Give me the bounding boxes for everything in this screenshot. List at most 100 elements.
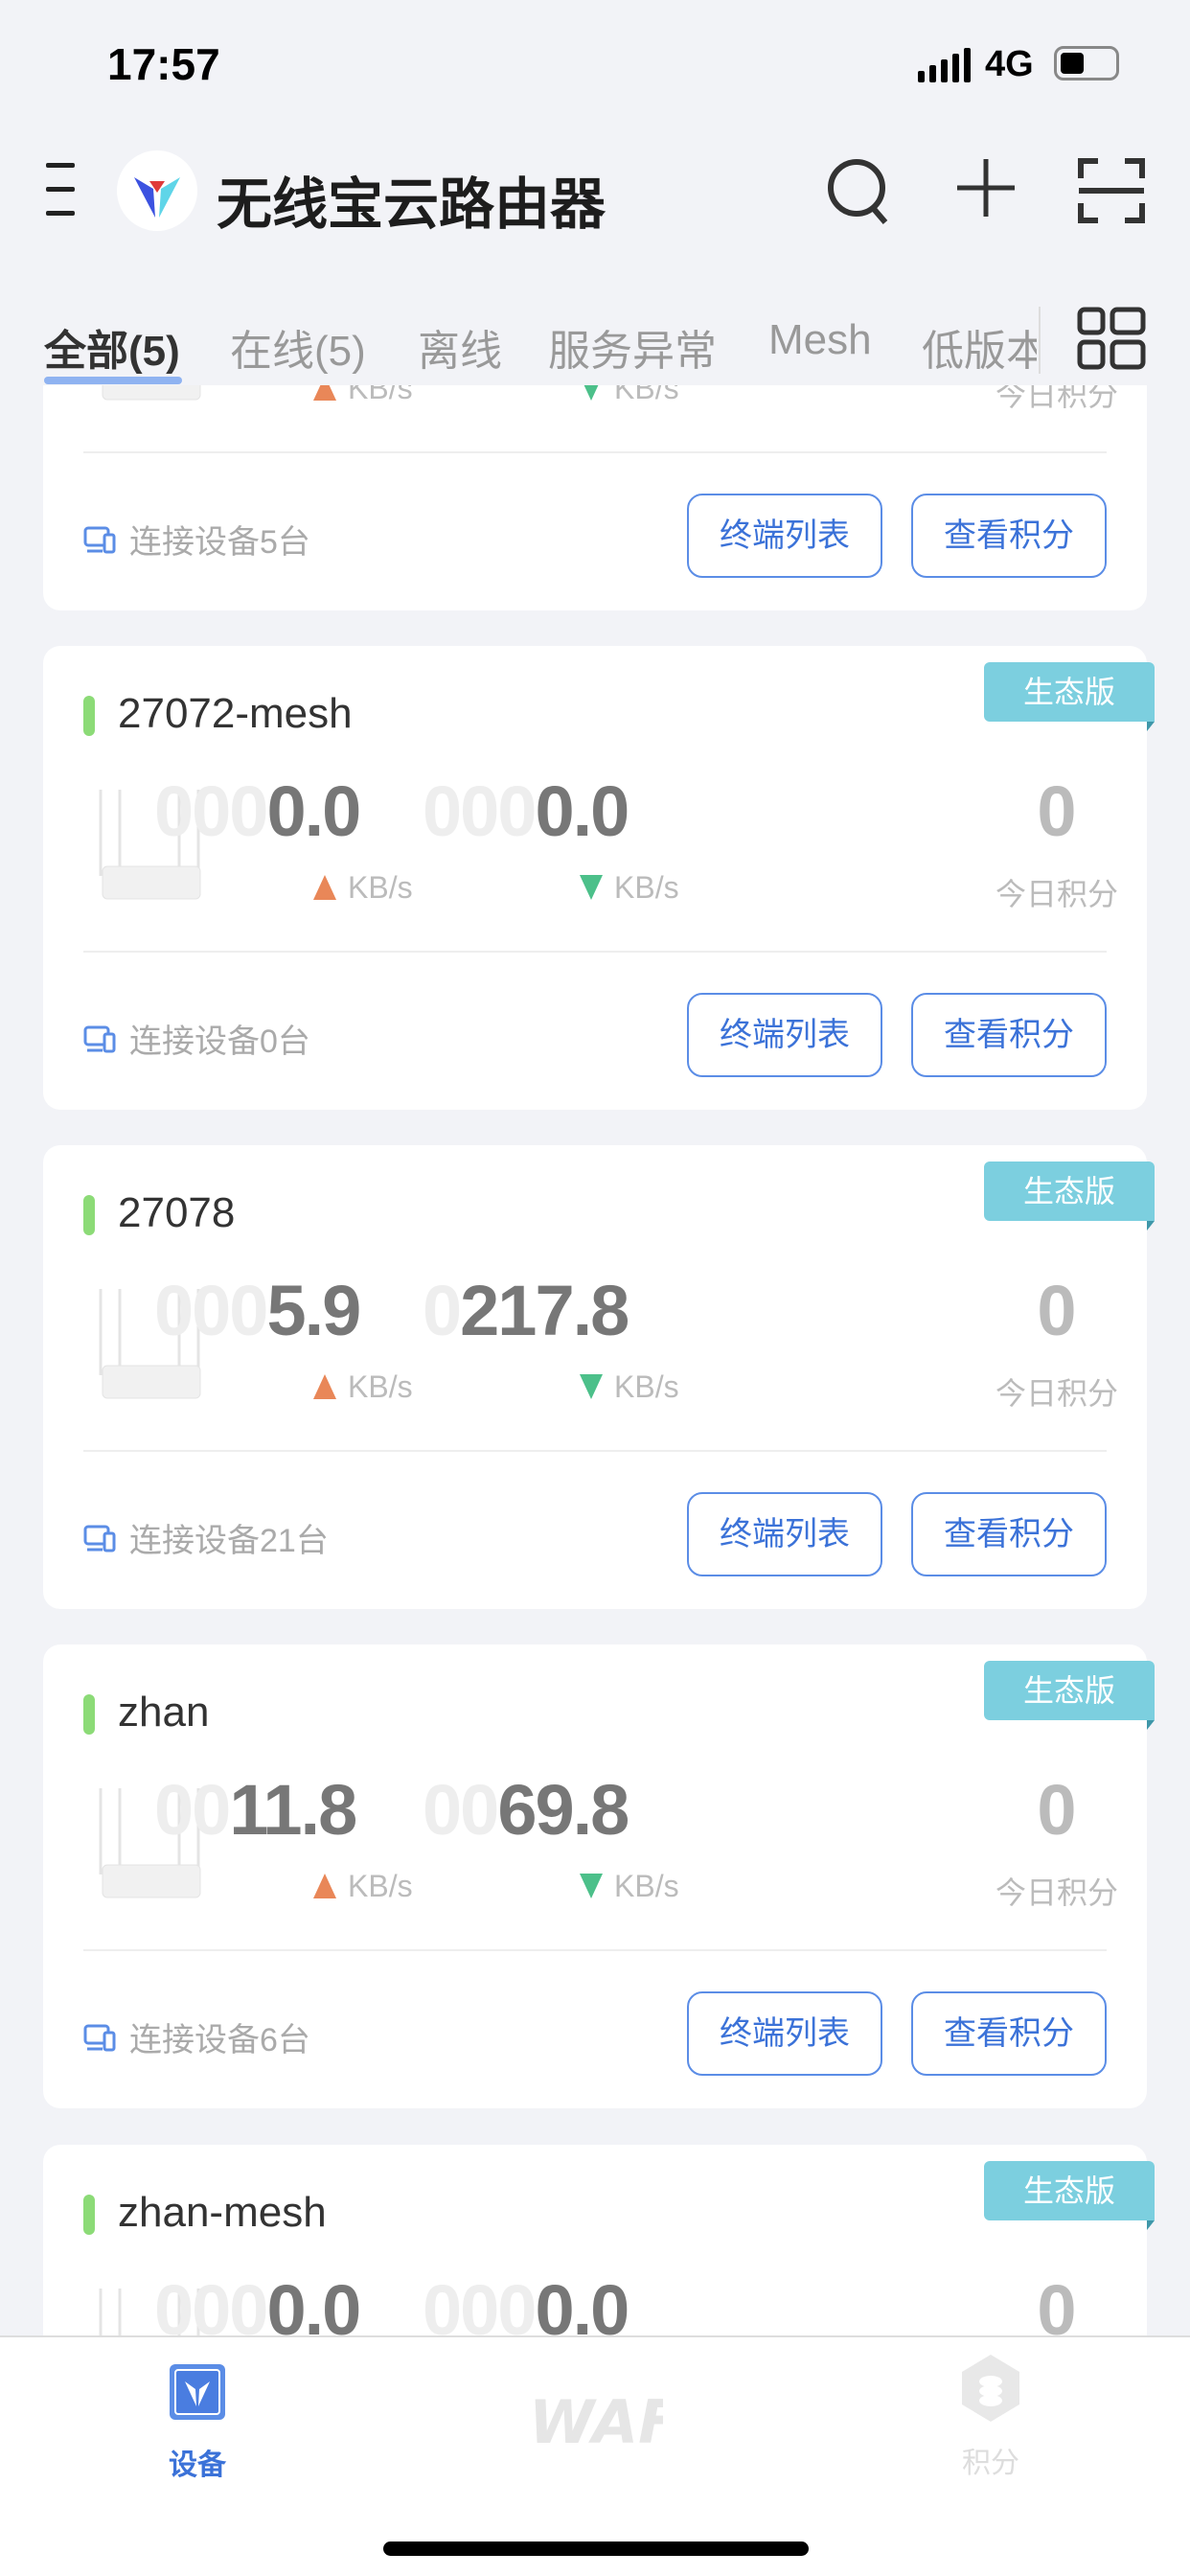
- download-arrow-icon: [580, 875, 603, 900]
- download-speed: 0217.8: [423, 1271, 629, 1350]
- upload-unit: KB/s: [313, 1369, 413, 1405]
- download-arrow-icon: [580, 385, 603, 401]
- router-image: [99, 1788, 201, 1898]
- connected-devices[interactable]: 连接设备6台: [83, 2013, 310, 2060]
- divider: [83, 951, 1107, 953]
- online-status-dot: [83, 696, 95, 736]
- ecosystem-badge: 生态版: [984, 1162, 1155, 1230]
- view-points-button[interactable]: 查看积分: [911, 494, 1107, 578]
- device-name: zhan: [118, 1689, 210, 1736]
- tab-service-error[interactable]: 服务异常: [548, 328, 717, 375]
- download-speed: 0000.0: [423, 2270, 629, 2335]
- download-speed: 0000.0: [423, 771, 629, 851]
- connected-devices[interactable]: 连接设备21台: [83, 1514, 329, 1561]
- waf-logo[interactable]: WAF: [529, 2385, 663, 2462]
- active-tab-indicator: [44, 377, 182, 384]
- terminal-list-button[interactable]: 终端列表: [687, 993, 882, 1077]
- device-name: 27072-mesh: [118, 690, 353, 737]
- upload-arrow-icon: [313, 385, 336, 401]
- tab-all[interactable]: 全部(5): [44, 328, 180, 375]
- svg-text:WAF: WAF: [529, 2387, 663, 2457]
- points-tab-icon: [962, 2355, 1019, 2422]
- download-unit: KB/s: [580, 1369, 679, 1405]
- device-name: zhan-mesh: [118, 2189, 327, 2236]
- upload-speed: 0000.0: [154, 2270, 361, 2335]
- download-unit: KB/s: [580, 385, 679, 406]
- today-points: 0: [1037, 1271, 1077, 1350]
- upload-arrow-icon: [313, 875, 336, 900]
- download-unit: KB/s: [580, 1869, 679, 1904]
- menu-icon[interactable]: [46, 163, 75, 235]
- device-card[interactable]: 生态版 zhan 0011.8 0069.8 0 KB/s KB/s 今日积分 …: [43, 1644, 1155, 2108]
- page-title: 无线宝云路由器: [217, 173, 606, 236]
- upload-unit: KB/s: [313, 870, 413, 906]
- search-icon[interactable]: [824, 153, 893, 230]
- router-image: [99, 2288, 200, 2335]
- upload-speed: 0005.9: [154, 1271, 361, 1350]
- today-points: 0: [1037, 771, 1077, 851]
- connected-devices[interactable]: 连接设备0台: [83, 1015, 310, 1062]
- device-name: 27078: [118, 1189, 236, 1236]
- devices-icon: [83, 1025, 116, 1052]
- tab-mesh[interactable]: Mesh: [768, 316, 872, 363]
- tab-online[interactable]: 在线(5): [230, 328, 366, 375]
- signal-icon: [918, 48, 971, 82]
- upload-arrow-icon: [313, 1874, 336, 1898]
- upload-unit: KB/s: [313, 1869, 413, 1904]
- network-type: 4G: [985, 44, 1034, 84]
- view-points-button[interactable]: 查看积分: [911, 1492, 1107, 1576]
- device-card[interactable]: 生态版 27078 0005.9 0217.8 0 KB/s KB/s 今日积分…: [43, 1145, 1155, 1609]
- upload-unit: KB/s: [313, 385, 413, 406]
- terminal-list-button[interactable]: 终端列表: [687, 1492, 882, 1576]
- router-image: [102, 385, 201, 401]
- upload-speed: 0011.8: [154, 1770, 357, 1850]
- devices-tab-icon: [170, 2364, 225, 2420]
- ecosystem-badge: 生态版: [984, 1661, 1155, 1730]
- device-card[interactable]: 生态版 KB/s KB/s 今日积分 连接设备5台 终端列表 查看积分: [43, 385, 1147, 610]
- today-points-label: 今日积分: [995, 1376, 1118, 1411]
- nav-devices[interactable]: 设备: [159, 2362, 236, 2483]
- today-points: 0: [1037, 2270, 1077, 2335]
- router-image: [99, 790, 201, 900]
- download-arrow-icon: [580, 1874, 603, 1898]
- divider: [83, 1949, 1107, 1951]
- view-points-button[interactable]: 查看积分: [911, 1991, 1107, 2076]
- online-status-dot: [83, 1694, 95, 1735]
- device-list[interactable]: 生态版 KB/s KB/s 今日积分 连接设备5台 终端列表 查看积分 生态版 …: [0, 385, 1190, 2335]
- divider: [83, 451, 1107, 453]
- status-time: 17:57: [107, 39, 220, 89]
- grid-view-icon[interactable]: [1077, 307, 1146, 370]
- devices-icon: [83, 1525, 116, 1552]
- today-points-label: 今日积分: [995, 1875, 1118, 1910]
- ecosystem-badge: 生态版: [984, 2161, 1155, 2230]
- view-points-button[interactable]: 查看积分: [911, 993, 1107, 1077]
- battery-icon: [1054, 46, 1119, 80]
- app-logo: [117, 150, 197, 231]
- devices-icon: [83, 2024, 116, 2051]
- terminal-list-button[interactable]: 终端列表: [687, 1991, 882, 2076]
- upload-arrow-icon: [313, 1374, 336, 1399]
- divider: [83, 1450, 1107, 1452]
- download-speed: 0069.8: [423, 1770, 629, 1850]
- tab-low-version[interactable]: 低版本: [922, 328, 1037, 375]
- today-points: 0: [1037, 1770, 1077, 1850]
- online-status-dot: [83, 1195, 95, 1235]
- tab-offline[interactable]: 离线: [418, 328, 502, 375]
- scan-icon[interactable]: [1077, 157, 1146, 224]
- devices-icon: [83, 526, 116, 553]
- download-unit: KB/s: [580, 870, 679, 906]
- add-icon[interactable]: [952, 153, 1019, 220]
- router-image: [99, 1289, 201, 1399]
- home-indicator: [383, 2542, 809, 2556]
- today-points-label: 今日积分: [995, 877, 1118, 911]
- device-card[interactable]: 生态版 27072-mesh 0000.0 0000.0 0 KB/s KB/s…: [43, 646, 1155, 1110]
- filter-tabs: 全部(5) 在线(5) 离线 服务异常 Mesh 低版本: [0, 316, 1190, 383]
- nav-points[interactable]: 积分: [952, 2353, 1029, 2481]
- upload-speed: 0000.0: [154, 771, 361, 851]
- device-card[interactable]: 生态版 zhan-mesh 0000.0 0000.0 0 KB/s KB/s …: [43, 2145, 1155, 2335]
- today-points-label: 今日积分: [995, 385, 1118, 412]
- download-arrow-icon: [580, 1374, 603, 1399]
- connected-devices[interactable]: 连接设备5台: [83, 516, 310, 563]
- terminal-list-button[interactable]: 终端列表: [687, 494, 882, 578]
- online-status-dot: [83, 2195, 95, 2235]
